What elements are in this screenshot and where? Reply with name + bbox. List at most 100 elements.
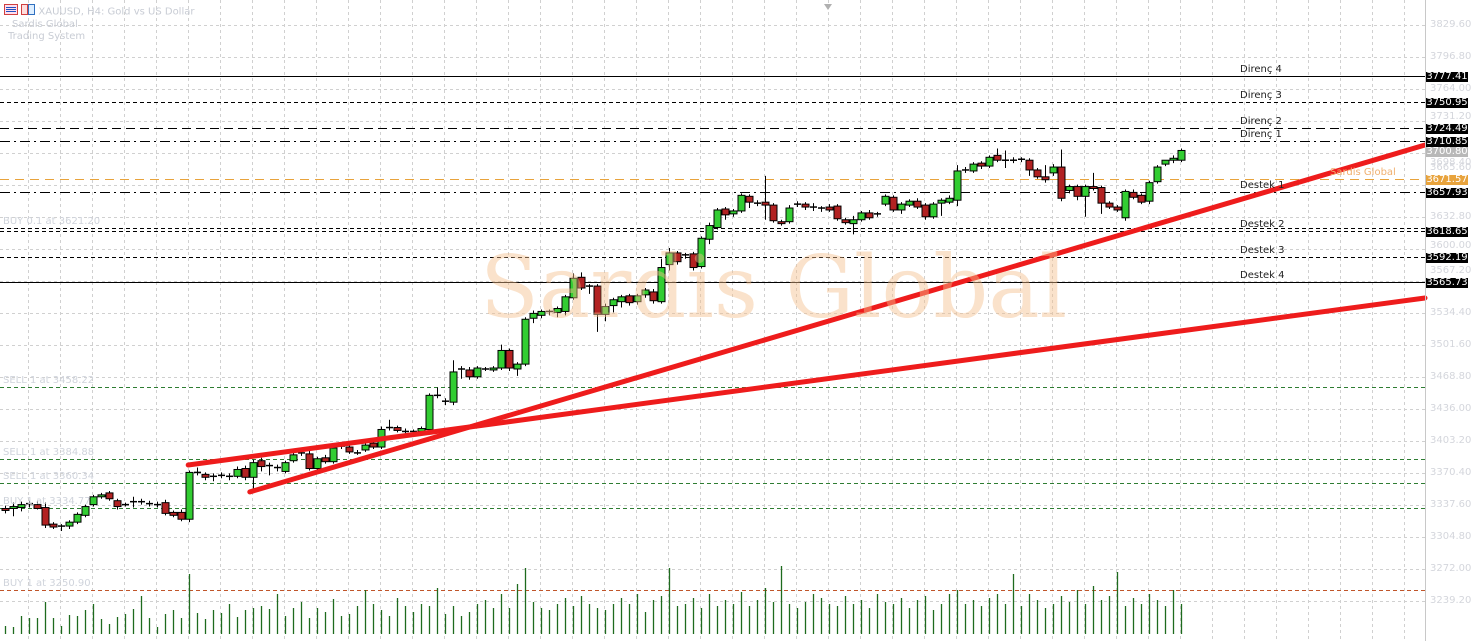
price-tick-label: 3304.80 — [1430, 530, 1472, 542]
candle-body — [521, 318, 530, 365]
candle-body — [841, 219, 850, 224]
candle-body — [1089, 186, 1098, 190]
level-name: Direnç 1 — [1240, 128, 1282, 140]
order-label: BUY 1 at 3334.77 — [3, 495, 91, 507]
candle-body — [913, 200, 922, 208]
order-label: SELL 1 at 3458.22 — [3, 374, 95, 386]
candle-body — [313, 458, 322, 470]
candle-body — [649, 291, 658, 302]
candle-body — [1121, 190, 1130, 219]
volume-bars — [4, 566, 1183, 634]
header-line2: Sardis Global — [12, 19, 78, 30]
candle-body — [369, 442, 378, 448]
template-icon[interactable] — [21, 4, 36, 15]
candle-body — [833, 205, 842, 220]
level-name: Direnç 2 — [1240, 115, 1282, 127]
trendlines[interactable] — [185, 142, 1428, 495]
candle-body — [1025, 159, 1034, 171]
candle-body — [569, 277, 578, 299]
chart-shift-marker[interactable] — [824, 4, 832, 10]
level-name: Direnç 3 — [1240, 89, 1282, 101]
candle-body — [73, 513, 82, 523]
candle-body — [953, 170, 962, 201]
candle-body — [201, 473, 210, 478]
level-name: Destek 4 — [1240, 269, 1285, 281]
candle-body — [977, 162, 986, 167]
candle-body — [721, 208, 730, 216]
price-tick-label: 3764.00 — [1430, 82, 1472, 94]
candle-body — [161, 502, 170, 514]
level-price-tag: 3657.93 — [1426, 186, 1468, 198]
candle-body — [257, 460, 266, 468]
candle-body — [849, 219, 858, 225]
candle-body — [657, 267, 666, 303]
order-label: SELL 1 at 3360.34 — [3, 470, 95, 482]
candle-body — [825, 206, 834, 211]
candle-body — [1073, 186, 1082, 197]
candle-body — [233, 468, 242, 477]
candle-body — [537, 310, 546, 316]
candle-body — [561, 296, 570, 312]
candle-body — [577, 276, 586, 289]
price-tick-label: 3534.40 — [1430, 306, 1472, 318]
candle-body — [1145, 182, 1154, 202]
price-tick-label: 3501.60 — [1430, 338, 1472, 350]
level-name: Destek 1 — [1240, 179, 1285, 191]
candle-body — [945, 197, 954, 203]
candle-body — [177, 511, 186, 520]
trendline — [247, 142, 1428, 495]
level-price-tag: 3724.49 — [1426, 122, 1468, 134]
price-tick-label: 3468.80 — [1430, 370, 1472, 382]
candle-body — [905, 200, 914, 206]
price-tick-label: 3665.60 — [1430, 162, 1472, 174]
candle-body — [857, 212, 866, 221]
level-price-tag: 3777.41 — [1426, 70, 1468, 82]
price-tick-label: 3829.60 — [1430, 19, 1472, 30]
candle-body — [105, 492, 114, 500]
candle-body — [1049, 166, 1058, 174]
chart-header: XAUUSD, H4: Gold vs US Dollar Sardis Glo… — [4, 4, 194, 43]
candle-body — [777, 221, 786, 225]
price-tick-label: 3632.80 — [1430, 210, 1472, 222]
price-tick-label: 3370.40 — [1430, 466, 1472, 478]
candle-body — [705, 225, 714, 240]
candle-body — [1113, 206, 1122, 211]
candle-body — [761, 201, 770, 206]
candle-body — [113, 500, 122, 508]
pivot-price-tag: 3671.57 — [1426, 173, 1468, 185]
candle-body — [1, 508, 10, 511]
candle-body — [329, 447, 338, 463]
candle-body — [697, 237, 706, 268]
candle-body — [689, 253, 698, 269]
candle-body — [937, 199, 946, 204]
candle-body — [729, 210, 738, 215]
candle-body — [665, 252, 674, 266]
candle-body — [393, 427, 402, 431]
candle-body — [985, 156, 994, 167]
horizontal-levels — [0, 76, 1425, 591]
candle-body — [1137, 194, 1146, 203]
candle-body — [553, 308, 562, 313]
price-tick-label: 3796.80 — [1430, 50, 1472, 62]
price-tick-label: 3698.40 — [1430, 157, 1472, 169]
level-name: Destek 3 — [1240, 244, 1285, 256]
candle-body — [9, 506, 18, 510]
candle-body — [1065, 186, 1074, 191]
candle-body — [449, 371, 458, 403]
candle-body — [889, 196, 898, 211]
candle-body — [993, 154, 1002, 161]
candle-body — [1105, 202, 1114, 208]
candle-body — [345, 446, 354, 453]
level-name: Direnç 4 — [1240, 63, 1282, 75]
candle-body — [305, 453, 314, 470]
candle-body — [641, 289, 650, 296]
candle-body — [601, 306, 610, 315]
candle-body — [473, 367, 482, 378]
level-price-tag: 3592.19 — [1426, 251, 1468, 263]
order-label: BUY 1 at 3250.90 — [3, 577, 91, 589]
candle-body — [465, 369, 474, 378]
candle-body — [489, 367, 498, 371]
candle-body — [1153, 166, 1162, 183]
list-icon[interactable] — [4, 4, 18, 15]
